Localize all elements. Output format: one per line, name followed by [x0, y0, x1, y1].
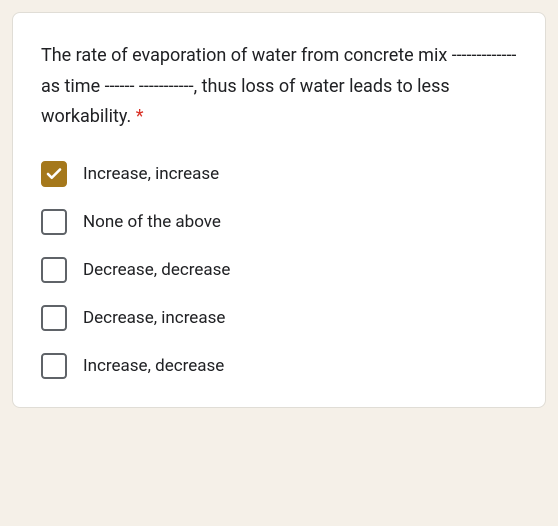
- option-label: Decrease, decrease: [83, 260, 230, 280]
- required-asterisk: *: [136, 106, 144, 127]
- option-item[interactable]: Decrease, increase: [41, 305, 517, 331]
- option-item[interactable]: Increase, decrease: [41, 353, 517, 379]
- checkbox-unchecked[interactable]: [41, 257, 67, 283]
- option-label: None of the above: [83, 212, 221, 232]
- option-item[interactable]: Increase, increase: [41, 161, 517, 187]
- checkbox-checked[interactable]: [41, 161, 67, 187]
- checkmark-icon: [45, 165, 63, 183]
- question-body: The rate of evaporation of water from co…: [41, 45, 516, 127]
- option-item[interactable]: None of the above: [41, 209, 517, 235]
- option-label: Increase, decrease: [83, 356, 224, 376]
- checkbox-unchecked[interactable]: [41, 209, 67, 235]
- checkbox-unchecked[interactable]: [41, 353, 67, 379]
- option-item[interactable]: Decrease, decrease: [41, 257, 517, 283]
- option-label: Increase, increase: [83, 164, 219, 184]
- option-label: Decrease, increase: [83, 308, 225, 328]
- question-text: The rate of evaporation of water from co…: [41, 41, 517, 133]
- options-list: Increase, increase None of the above Dec…: [41, 161, 517, 379]
- question-card: The rate of evaporation of water from co…: [12, 12, 546, 408]
- checkbox-unchecked[interactable]: [41, 305, 67, 331]
